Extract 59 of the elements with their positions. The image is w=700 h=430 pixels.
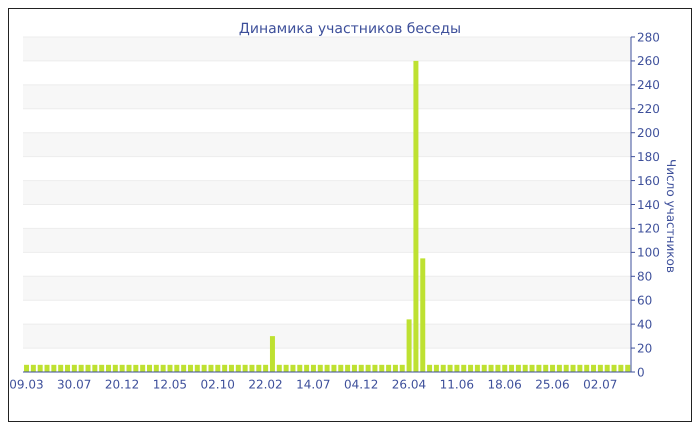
y-tick-label: 280: [637, 30, 660, 44]
bar: [24, 364, 30, 372]
bar: [488, 364, 494, 372]
bar: [352, 364, 357, 372]
y-tick-label: 180: [637, 150, 660, 164]
bar: [392, 364, 398, 372]
y-tick-label: 140: [637, 198, 660, 212]
bar: [249, 364, 254, 372]
x-tick-label: 11.06: [440, 378, 474, 392]
x-tick-label: 12.05: [152, 378, 188, 392]
y-tick-label: 80: [637, 270, 652, 284]
bar: [372, 364, 378, 372]
bar: [208, 364, 214, 372]
bar: [65, 364, 70, 372]
bar: [188, 364, 193, 372]
x-tick-label: 09.03: [9, 378, 44, 392]
chart-title: Динамика участников беседы: [238, 21, 462, 37]
y-tick-label: 100: [637, 246, 660, 260]
bar: [290, 364, 296, 372]
x-tick-label: 20.12: [104, 378, 140, 392]
x-tick-label: 02.10: [200, 378, 235, 392]
y-tick-label: 20: [637, 341, 652, 356]
y-tick-label: 40: [637, 317, 652, 332]
bar: [106, 364, 111, 372]
bar: [146, 364, 152, 372]
bar: [86, 364, 91, 372]
y-tick-label: 260: [637, 54, 660, 68]
bar: [126, 364, 132, 372]
y-tick-label: 200: [637, 126, 660, 140]
bar: [530, 364, 535, 372]
bar: [427, 364, 432, 372]
bar: [468, 364, 474, 372]
x-tick-label: 25.06: [535, 378, 570, 392]
x-tick-label: 04.12: [344, 378, 378, 392]
bar: [310, 364, 316, 372]
y-tick-label: 60: [637, 293, 652, 308]
x-tick-label: 22.02: [248, 378, 283, 392]
y-tick-label: 240: [637, 78, 660, 92]
bar: [44, 364, 50, 372]
y-axis-title: Число участников: [664, 158, 678, 275]
bar: [509, 364, 514, 372]
x-tick-label: 30.07: [57, 378, 92, 392]
y-tick-label: 160: [637, 174, 660, 188]
bar: [448, 364, 453, 372]
y-tick-label: 220: [637, 102, 660, 116]
bar: [167, 364, 172, 372]
x-tick-label: 14.07: [296, 378, 331, 392]
y-tick-label: 120: [637, 222, 660, 236]
x-tick-label: 18.06: [487, 378, 522, 392]
bar: [591, 364, 596, 372]
bar: [550, 364, 556, 372]
bar: [228, 364, 234, 372]
bar: [570, 364, 576, 372]
bar: [612, 364, 617, 372]
bar: [270, 336, 275, 372]
y-tick-label: 0: [637, 365, 645, 380]
x-tick-label: 02.07: [583, 378, 618, 392]
bar: [331, 364, 336, 372]
x-tick-label: 26.04: [392, 378, 426, 392]
